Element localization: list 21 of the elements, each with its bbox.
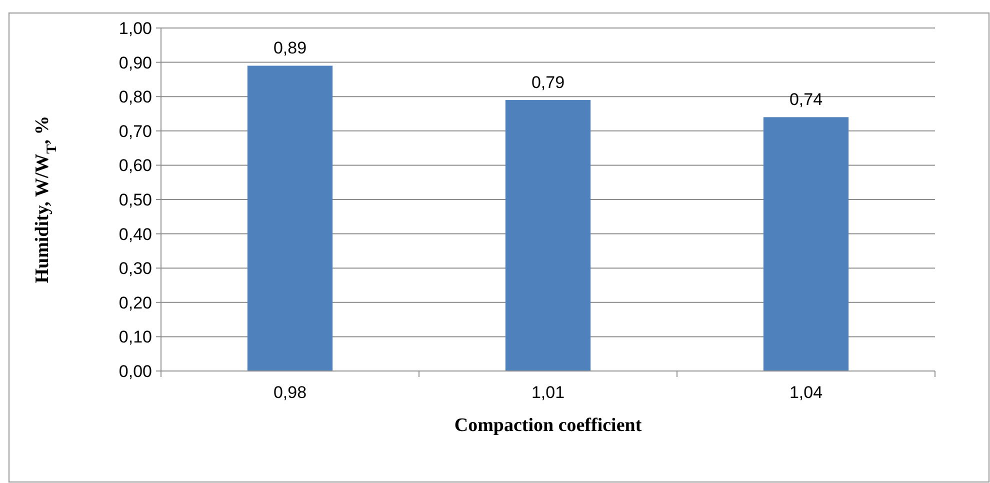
- data-label: 0,74: [789, 90, 823, 110]
- y-tick-label: 0,70: [118, 122, 152, 141]
- y-tick-label: 0,60: [118, 156, 152, 176]
- y-tick-label: 0,50: [118, 190, 152, 210]
- y-tick-label: 0,90: [118, 53, 152, 72]
- x-tick-label: 0,98: [273, 383, 307, 402]
- y-tick-label: 0,30: [118, 259, 152, 278]
- x-tick-label: 1,04: [789, 383, 823, 402]
- data-label: 0,79: [531, 73, 565, 92]
- y-tick-label: 0,80: [118, 88, 152, 107]
- y-tick-label: 0,00: [118, 362, 152, 381]
- data-label: 0,89: [273, 38, 307, 58]
- x-tick-label: 1,01: [531, 383, 565, 402]
- bar: [505, 100, 591, 371]
- bar: [247, 66, 333, 371]
- y-tick-label: 0,40: [118, 224, 152, 244]
- y-tick-label: 0,10: [118, 328, 152, 347]
- x-axis-title: Compaction coefficient: [454, 415, 642, 436]
- y-tick-label: 1,00: [118, 18, 152, 38]
- y-tick-label: 0,20: [118, 293, 152, 312]
- bar: [763, 117, 849, 371]
